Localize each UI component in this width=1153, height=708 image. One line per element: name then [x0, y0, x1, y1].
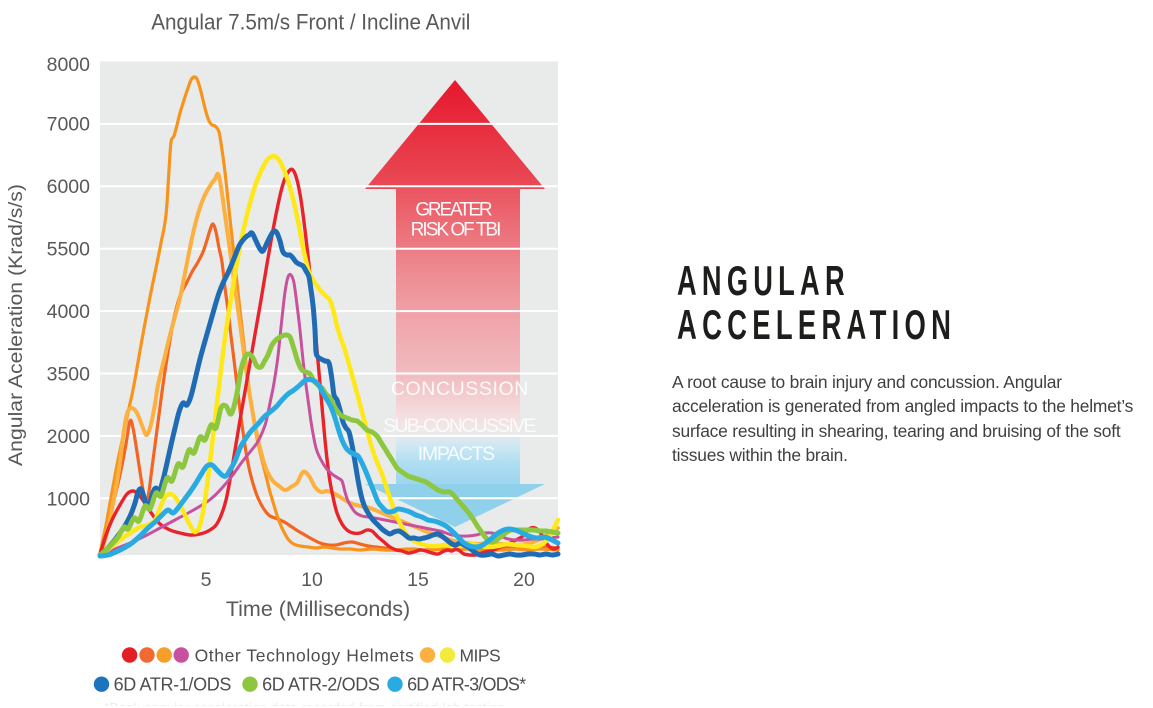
svg-text:Other Technology Helmets: Other Technology Helmets	[195, 645, 415, 665]
svg-text:10: 10	[301, 569, 323, 591]
svg-text:5500: 5500	[47, 239, 91, 261]
svg-text:Angular Aceleration (Krad/s/s): Angular Aceleration (Krad/s/s)	[5, 184, 27, 466]
svg-text:6D ATR-3/ODS*: 6D ATR-3/ODS*	[407, 675, 526, 695]
svg-text:2000: 2000	[47, 426, 91, 448]
svg-text:IMPACTS: IMPACTS	[418, 443, 495, 465]
svg-text:20: 20	[513, 569, 535, 591]
svg-text:4000: 4000	[47, 301, 91, 323]
svg-text:5: 5	[201, 569, 212, 591]
svg-text:8000: 8000	[47, 54, 91, 76]
svg-text:RISK OF TBI: RISK OF TBI	[411, 220, 502, 241]
svg-text:Angular 7.5m/s Front / Incline: Angular 7.5m/s Front / Incline Anvil	[151, 10, 470, 35]
svg-text:7000: 7000	[47, 114, 91, 136]
svg-text:GREATER: GREATER	[415, 199, 492, 220]
svg-text:Time (Milliseconds): Time (Milliseconds)	[226, 597, 410, 621]
svg-text:6D ATR-2/ODS: 6D ATR-2/ODS	[262, 675, 380, 695]
svg-text:1000: 1000	[47, 489, 91, 511]
svg-text:MIPS: MIPS	[460, 645, 501, 665]
svg-text:SUB-CONCUSSIVE: SUB-CONCUSSIVE	[383, 415, 536, 437]
svg-text:6000: 6000	[47, 176, 91, 198]
svg-text:15: 15	[407, 569, 429, 591]
svg-text:6D ATR-1/ODS: 6D ATR-1/ODS	[114, 675, 232, 695]
svg-text:3500: 3500	[47, 364, 91, 386]
svg-text:CONCUSSION: CONCUSSION	[391, 378, 528, 400]
